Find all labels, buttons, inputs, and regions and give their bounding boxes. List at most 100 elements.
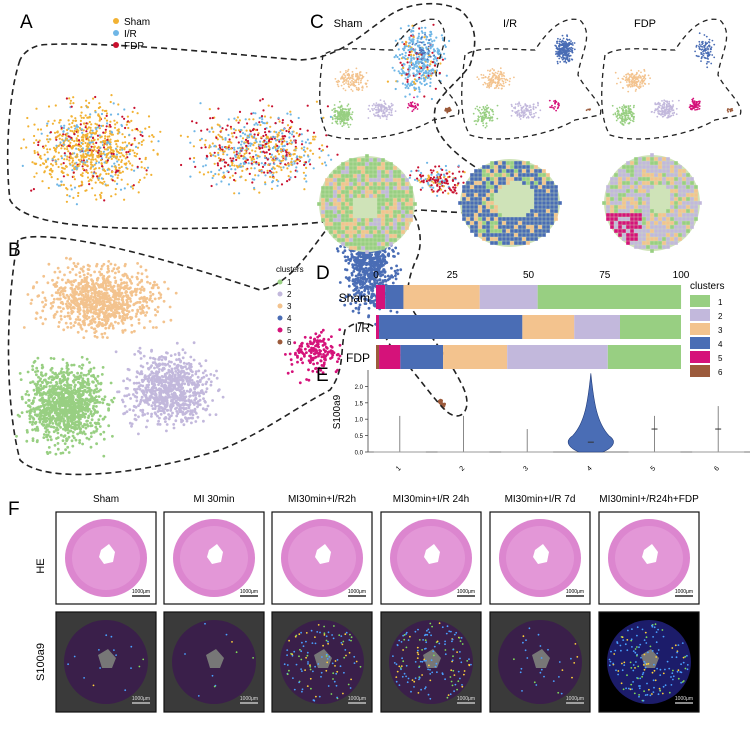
cell-point xyxy=(101,401,105,405)
cell-point xyxy=(216,138,219,141)
cell-point xyxy=(202,165,205,168)
cell-point xyxy=(86,106,90,109)
cell-point xyxy=(235,153,238,156)
cell-point xyxy=(92,142,95,145)
cell-point xyxy=(430,69,433,72)
cell-point xyxy=(87,414,91,418)
cell-point xyxy=(235,158,238,161)
cell-point xyxy=(45,416,49,420)
cell-point xyxy=(49,394,53,397)
cell-point xyxy=(282,166,285,169)
cell-point xyxy=(20,147,23,150)
cell-point xyxy=(267,104,270,107)
cell-point xyxy=(116,267,119,271)
cell-point xyxy=(59,301,63,305)
cell-point xyxy=(102,152,105,155)
cell-point xyxy=(107,275,111,278)
cell-point xyxy=(58,402,62,406)
cell-point xyxy=(139,291,142,294)
cell-point xyxy=(454,177,457,180)
cell-point xyxy=(107,157,110,160)
cell-point xyxy=(217,153,220,156)
legend-dot-ir xyxy=(113,30,119,36)
cell-point xyxy=(249,130,252,133)
cell-point xyxy=(135,275,139,279)
cell-point xyxy=(424,70,427,73)
cell-point xyxy=(82,379,85,383)
cell-point xyxy=(101,323,105,327)
cell-point xyxy=(460,175,463,178)
cell-point xyxy=(194,165,197,168)
cell-point xyxy=(89,435,93,438)
cell-point xyxy=(285,129,288,133)
cell-point xyxy=(408,64,411,67)
cell-point xyxy=(432,176,436,179)
cell-point xyxy=(82,153,85,156)
cell-point xyxy=(267,137,270,140)
cell-point xyxy=(26,116,29,120)
cell-point xyxy=(233,151,236,154)
cell-point xyxy=(123,328,127,332)
cell-point xyxy=(229,176,232,179)
cell-point xyxy=(268,146,271,149)
cell-point xyxy=(203,143,206,146)
cell-point xyxy=(74,119,77,122)
cell-point xyxy=(46,138,49,141)
cell-point xyxy=(76,371,79,375)
cell-point xyxy=(61,358,65,361)
cell-point xyxy=(108,283,112,287)
cell-point xyxy=(62,435,66,438)
cell-point xyxy=(97,149,100,152)
cell-point xyxy=(149,395,153,398)
cell-point xyxy=(55,146,58,149)
cell-point xyxy=(423,77,426,80)
cell-point xyxy=(35,425,39,429)
cell-point xyxy=(63,167,66,170)
cell-point xyxy=(296,170,299,173)
cell-point xyxy=(66,128,69,132)
cell-point xyxy=(103,117,107,120)
cell-point xyxy=(72,279,76,283)
cell-point xyxy=(158,376,162,380)
cell-point xyxy=(39,316,43,319)
cell-point xyxy=(65,399,69,403)
cell-point xyxy=(424,178,427,181)
cell-point xyxy=(153,280,156,284)
cell-point xyxy=(132,184,135,187)
cell-point xyxy=(145,361,149,365)
cell-point xyxy=(82,167,85,170)
cell-point xyxy=(183,392,187,395)
cell-point xyxy=(245,151,248,154)
cell-point xyxy=(234,155,237,158)
cell-point xyxy=(132,409,135,412)
cell-point xyxy=(80,415,84,418)
cell-point xyxy=(52,357,56,360)
cell-point xyxy=(45,382,49,386)
cell-point xyxy=(268,152,271,156)
cell-point xyxy=(77,377,81,381)
cell-point xyxy=(121,148,124,151)
cell-point xyxy=(236,156,239,159)
cell-point xyxy=(105,172,108,175)
cell-point xyxy=(247,162,250,165)
cell-point xyxy=(79,374,83,378)
cell-point xyxy=(447,192,450,195)
cell-point xyxy=(143,176,146,179)
cell-point xyxy=(192,403,196,406)
cell-point xyxy=(101,417,105,421)
cell-point xyxy=(428,69,431,72)
cell-point xyxy=(126,316,129,320)
cell-point xyxy=(112,396,116,400)
cell-point xyxy=(422,62,425,65)
cell-point xyxy=(77,158,80,161)
cell-point xyxy=(72,175,75,178)
cell-point xyxy=(123,404,127,408)
cell-point xyxy=(280,150,283,153)
cell-point xyxy=(118,316,122,320)
cell-point xyxy=(131,393,135,396)
cell-point xyxy=(221,138,224,141)
cell-point xyxy=(433,64,437,67)
cell-point xyxy=(240,143,243,146)
cell-point xyxy=(69,293,73,297)
cell-point xyxy=(209,383,213,387)
